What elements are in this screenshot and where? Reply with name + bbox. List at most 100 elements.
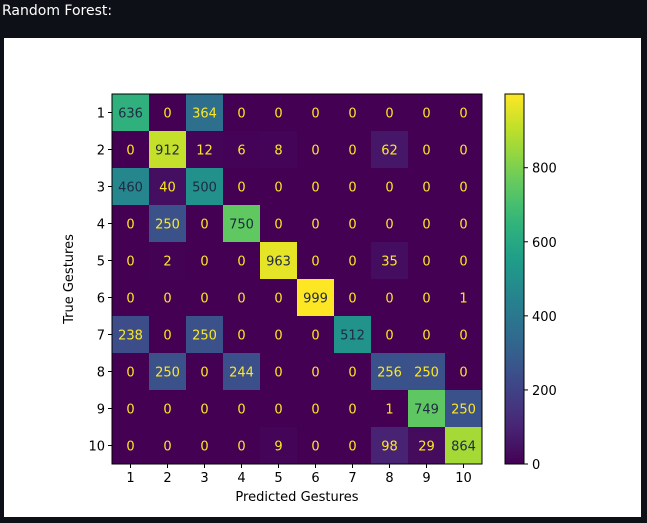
heatmap-cell xyxy=(112,353,150,391)
heatmap-cell xyxy=(149,131,187,169)
heatmap-cell xyxy=(186,205,224,243)
cell-value-label: 0 xyxy=(348,255,356,270)
heatmap-cell xyxy=(260,205,298,243)
cell-value-label: 0 xyxy=(237,181,245,196)
cell-value-label: 0 xyxy=(126,440,134,455)
cell-value-label: 0 xyxy=(200,218,208,233)
x-tick-label: 3 xyxy=(200,471,208,486)
heatmap-cell xyxy=(371,242,409,280)
colorbar-tick-label: 800 xyxy=(532,162,557,177)
heatmap-cell xyxy=(408,390,446,428)
cell-value-label: 0 xyxy=(348,218,356,233)
heatmap-cell xyxy=(149,242,187,280)
cell-value-label: 250 xyxy=(192,329,217,344)
cell-value-label: 0 xyxy=(200,440,208,455)
heatmap-cell xyxy=(112,168,150,206)
heatmap-cell xyxy=(149,390,187,428)
heatmap-cell xyxy=(297,242,335,280)
heatmap-cell xyxy=(371,94,409,132)
heatmap-cell xyxy=(297,279,335,317)
cell-value-label: 460 xyxy=(118,181,143,196)
heatmap-cell xyxy=(186,131,224,169)
heatmap-cell xyxy=(408,279,446,317)
y-tick-label: 6 xyxy=(97,292,105,307)
heatmap-cell xyxy=(223,353,261,391)
cell-value-label: 999 xyxy=(303,292,328,307)
cell-value-label: 0 xyxy=(311,218,319,233)
heatmap-cell xyxy=(260,279,298,317)
cell-value-label: 0 xyxy=(237,329,245,344)
heatmap-cell xyxy=(408,131,446,169)
cell-value-label: 0 xyxy=(348,440,356,455)
heatmap-cell xyxy=(112,205,150,243)
cell-value-label: 40 xyxy=(159,181,176,196)
cell-value-label: 0 xyxy=(311,144,319,159)
cell-value-label: 0 xyxy=(348,181,356,196)
heatmap-cell xyxy=(112,94,150,132)
cell-value-label: 0 xyxy=(348,144,356,159)
cell-value-label: 0 xyxy=(126,255,134,270)
heatmap-cell xyxy=(334,390,372,428)
heatmap-cell xyxy=(334,131,372,169)
cell-value-label: 0 xyxy=(459,107,467,122)
cell-value-label: 1 xyxy=(385,403,393,418)
cell-value-label: 250 xyxy=(414,366,439,381)
cell-value-label: 0 xyxy=(311,181,319,196)
cell-value-label: 0 xyxy=(348,107,356,122)
colorbar-tick-label: 600 xyxy=(532,236,557,251)
heatmap-cell xyxy=(223,168,261,206)
cell-value-label: 0 xyxy=(385,218,393,233)
heatmap-cell xyxy=(260,427,298,465)
heatmap-cell xyxy=(408,242,446,280)
cell-value-label: 0 xyxy=(348,366,356,381)
heatmap-cell xyxy=(223,390,261,428)
cell-value-label: 512 xyxy=(340,329,365,344)
heatmap-cell xyxy=(149,279,187,317)
heatmap-cell xyxy=(223,316,261,354)
cell-value-label: 364 xyxy=(192,107,217,122)
cell-value-label: 0 xyxy=(385,292,393,307)
heatmap-cell xyxy=(112,390,150,428)
heatmap-cell xyxy=(371,353,409,391)
plot-panel: 636 0 364 0 0 0 0 0 0 0 0 912 12 6 8 0 0 62 0 0 460 40 500 0 0 0 0… xyxy=(4,38,641,517)
heatmap-cell xyxy=(297,94,335,132)
heatmap-cell xyxy=(334,168,372,206)
cell-value-label: 500 xyxy=(192,181,217,196)
heatmap-cell xyxy=(445,205,483,243)
heatmap-cell xyxy=(260,168,298,206)
heatmap-cell xyxy=(297,390,335,428)
cell-value-label: 0 xyxy=(459,144,467,159)
cell-value-label: 0 xyxy=(422,181,430,196)
x-tick-label: 9 xyxy=(422,471,430,486)
cell-value-label: 256 xyxy=(377,366,402,381)
cell-value-label: 0 xyxy=(163,329,171,344)
heatmap-cell xyxy=(186,94,224,132)
cell-value-label: 0 xyxy=(274,366,282,381)
heatmap-cell xyxy=(334,205,372,243)
heatmap-frame xyxy=(111,93,483,465)
heatmap-cell xyxy=(260,353,298,391)
heatmap-cell xyxy=(223,94,261,132)
cell-value-label: 0 xyxy=(200,366,208,381)
heatmap-cell xyxy=(186,242,224,280)
heatmap-cell xyxy=(371,205,409,243)
heatmap-cell xyxy=(223,242,261,280)
cell-value-label: 12 xyxy=(196,144,213,159)
cell-value-label: 0 xyxy=(274,292,282,307)
cell-value-label: 0 xyxy=(385,329,393,344)
cell-value-label: 0 xyxy=(459,218,467,233)
heatmap-cell xyxy=(445,390,483,428)
x-tick-label: 7 xyxy=(348,471,356,486)
cell-value-label: 0 xyxy=(274,403,282,418)
x-axis-label: Predicted Gestures xyxy=(235,490,358,505)
cell-value-label: 0 xyxy=(200,255,208,270)
heatmap-cell xyxy=(371,168,409,206)
heatmap-cell xyxy=(445,168,483,206)
cell-value-label: 98 xyxy=(381,440,398,455)
cell-value-label: 250 xyxy=(451,403,476,418)
heatmap-cell xyxy=(371,316,409,354)
cell-value-label: 8 xyxy=(274,144,282,159)
x-tick-label: 8 xyxy=(385,471,393,486)
